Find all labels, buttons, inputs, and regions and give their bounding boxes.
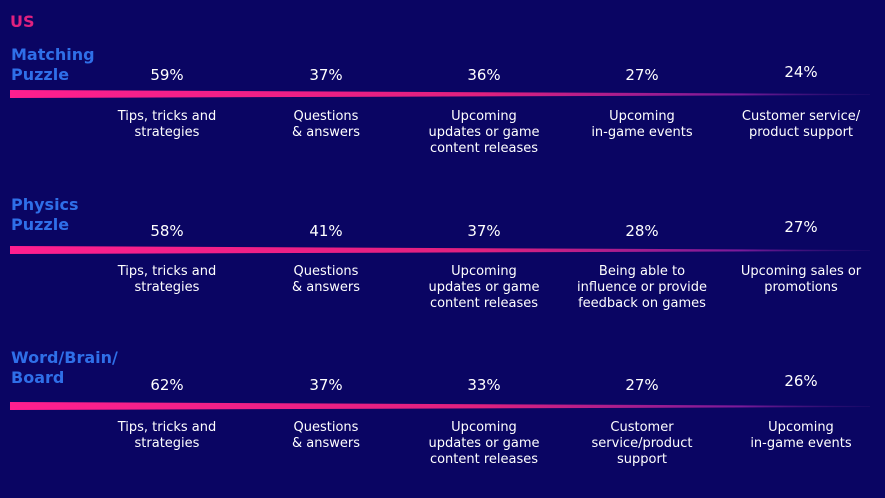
gradient-bar	[10, 402, 870, 410]
section-matching-puzzle: Matching Puzzle 59% 37% 36% 27% 24% Tips…	[0, 45, 885, 195]
gradient-bar	[10, 90, 870, 98]
gradient-bar-shape	[10, 90, 870, 98]
gradient-bar-shape	[10, 402, 870, 410]
category-description: Questions & answers	[292, 264, 360, 295]
category-description: Customer service/ product support	[741, 109, 861, 140]
category-description: Upcoming updates or game content release…	[428, 264, 540, 311]
category-label: Word/Brain/ Board	[11, 348, 118, 387]
gradient-bar	[10, 246, 870, 254]
category-description: Tips, tricks and strategies	[117, 420, 217, 451]
category-description: Upcoming updates or game content release…	[428, 109, 540, 156]
category-label: Physics Puzzle	[11, 195, 79, 234]
percent-value: 27%	[784, 218, 818, 236]
gradient-bar-shape	[10, 246, 870, 254]
region-label: US	[10, 12, 35, 31]
percent-value: 24%	[784, 63, 818, 81]
percent-value: 33%	[467, 376, 501, 394]
percent-value: 27%	[625, 376, 659, 394]
percent-value: 27%	[625, 66, 659, 84]
percent-value: 58%	[150, 222, 184, 240]
category-description: Questions & answers	[292, 420, 360, 451]
percent-value: 59%	[150, 66, 184, 84]
category-description: Upcoming sales or promotions	[740, 264, 862, 295]
percent-value: 28%	[625, 222, 659, 240]
category-description: Upcoming in-game events	[750, 420, 852, 451]
percent-value: 37%	[309, 66, 343, 84]
percent-value: 37%	[309, 376, 343, 394]
section-physics-puzzle: Physics Puzzle 58% 41% 37% 28% 27% Tips,…	[0, 195, 885, 345]
percent-value: 62%	[150, 376, 184, 394]
percent-value: 41%	[309, 222, 343, 240]
percent-value: 26%	[784, 372, 818, 390]
section-word-brain-board: Word/Brain/ Board 62% 37% 33% 27% 26% Ti…	[0, 348, 885, 498]
percent-value: 36%	[467, 66, 501, 84]
category-description: Tips, tricks and strategies	[117, 109, 217, 140]
category-label: Matching Puzzle	[11, 45, 95, 84]
category-description: Upcoming in-game events	[591, 109, 693, 140]
category-description: Being able to influence or provide feedb…	[576, 264, 708, 311]
category-description: Upcoming updates or game content release…	[428, 420, 540, 467]
percent-value: 37%	[467, 222, 501, 240]
category-description: Customer service/product support	[591, 420, 693, 467]
category-description: Questions & answers	[292, 109, 360, 140]
category-description: Tips, tricks and strategies	[117, 264, 217, 295]
